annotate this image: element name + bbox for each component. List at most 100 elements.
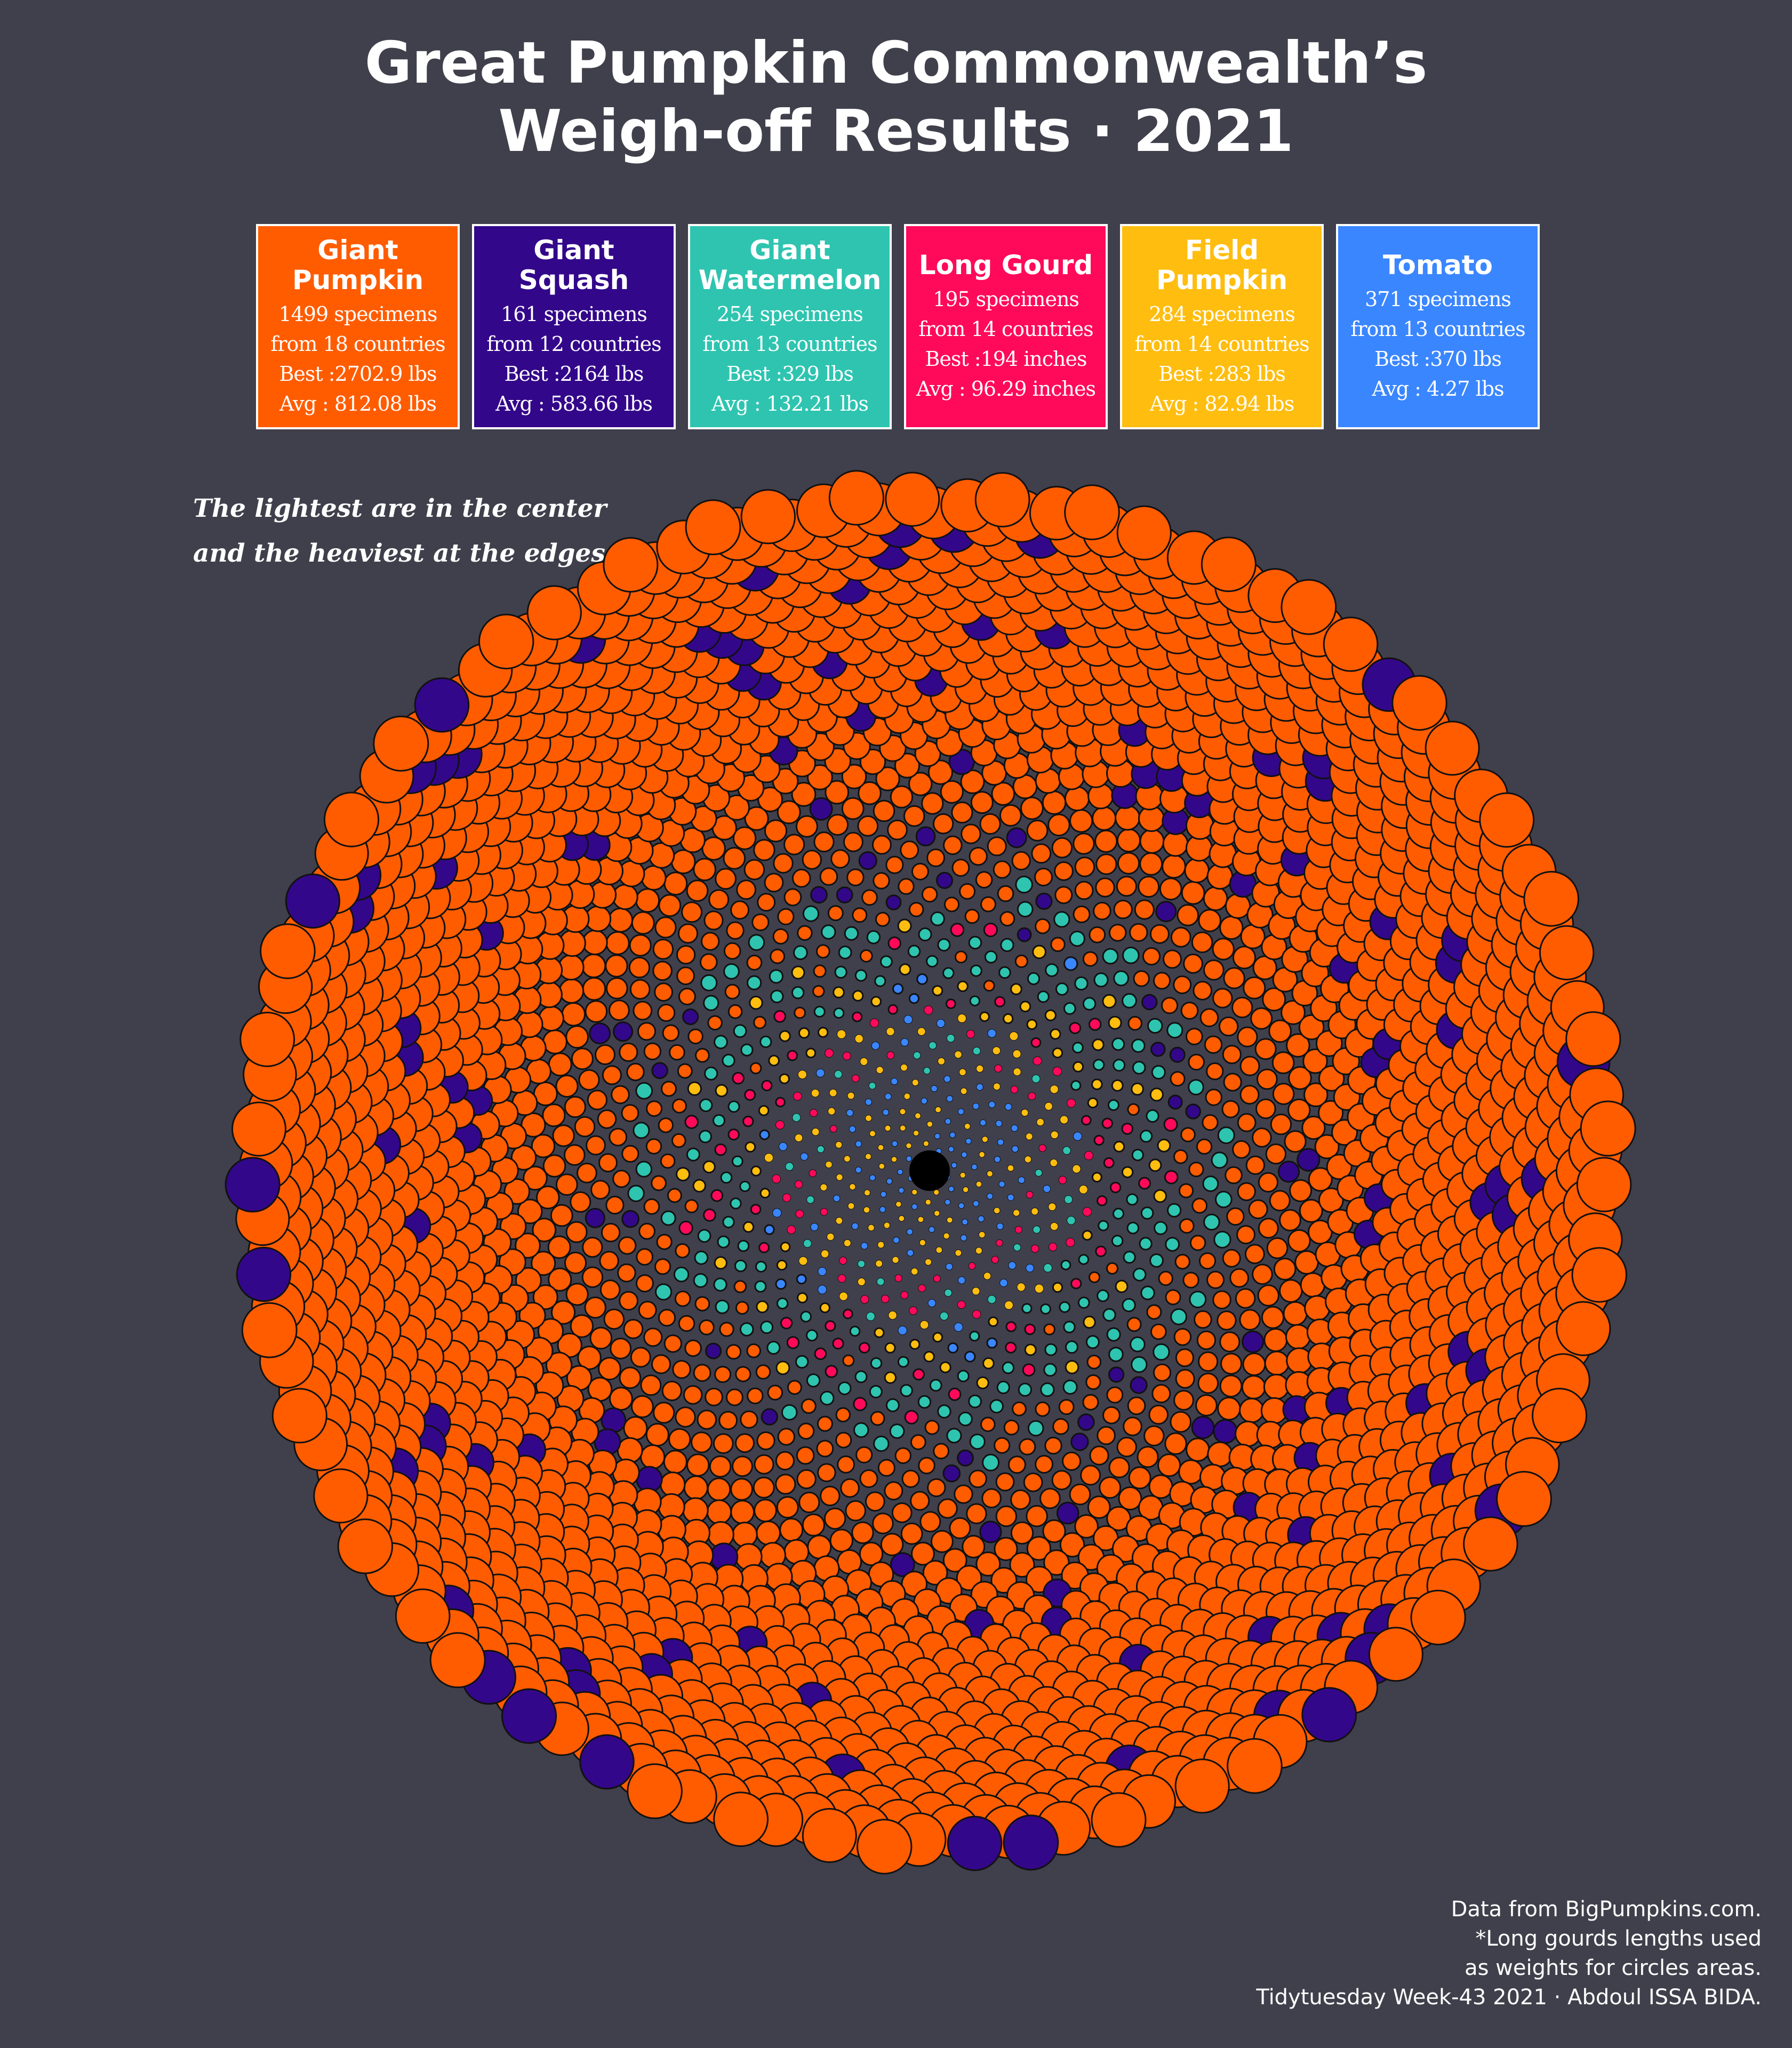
specimen-circle [619, 1366, 642, 1389]
specimen-circle [978, 1215, 985, 1222]
specimen-circle [652, 939, 674, 960]
specimen-circle [1074, 881, 1094, 900]
specimen-circle [791, 986, 805, 999]
specimen-circle [699, 1098, 713, 1113]
specimen-circle [992, 1046, 1001, 1055]
specimen-circle [631, 911, 655, 935]
specimen-circle [1198, 1252, 1217, 1270]
specimen-circle [1106, 1327, 1121, 1342]
specimen-circle [658, 1309, 676, 1327]
specimen-circle [1010, 1521, 1034, 1545]
specimen-circle [582, 977, 606, 1001]
specimen-circle [1077, 1297, 1090, 1309]
specimen-circle [1279, 1209, 1301, 1231]
specimen-circle [1212, 988, 1233, 1009]
specimen-circle [1153, 972, 1171, 990]
specimen-circle [987, 836, 1007, 857]
legend-card-specimens: 161 specimens [501, 302, 647, 326]
specimen-circle [972, 1287, 980, 1295]
specimen-circle [1069, 931, 1085, 947]
specimen-circle [884, 1125, 891, 1132]
specimen-circle [957, 1108, 964, 1115]
specimen-circle [942, 967, 955, 979]
specimen-circle [828, 470, 885, 526]
specimen-circle [1182, 1271, 1199, 1289]
specimen-circle [603, 537, 659, 593]
specimen-circle [1225, 893, 1251, 919]
specimen-circle [759, 1035, 772, 1049]
specimen-circle [736, 879, 756, 900]
specimen-circle [1058, 1399, 1075, 1415]
specimen-circle [918, 1457, 935, 1475]
specimen-circle [584, 1297, 606, 1319]
specimen-circle [550, 1204, 573, 1227]
specimen-circle [964, 1123, 971, 1130]
specimen-circle [542, 1154, 566, 1178]
specimen-circle [794, 1180, 803, 1189]
specimen-circle [779, 1030, 791, 1042]
specimen-circle [825, 1365, 838, 1378]
specimen-circle [890, 1552, 915, 1577]
specimen-circle [929, 1041, 937, 1050]
specimen-circle [844, 926, 859, 941]
specimen-circle [994, 1537, 1018, 1561]
specimen-circle [885, 894, 902, 910]
specimen-circle [986, 1170, 993, 1177]
specimen-circle [816, 1068, 825, 1078]
specimen-circle [1011, 851, 1031, 871]
specimen-circle [886, 1027, 895, 1036]
legend-card-avg: Avg : 812.08 lbs [279, 391, 437, 415]
specimen-circle [1281, 579, 1337, 635]
specimen-circle [857, 815, 879, 837]
specimen-circle [1035, 918, 1051, 934]
specimen-circle [937, 938, 951, 952]
specimen-circle [899, 963, 911, 976]
specimen-circle [613, 1021, 634, 1042]
specimen-circle [957, 1300, 966, 1309]
specimen-circle [654, 916, 677, 939]
specimen-circle [1167, 1094, 1183, 1110]
specimen-circle [793, 945, 808, 961]
specimen-circle [1220, 1353, 1242, 1375]
specimen-circle [874, 1327, 885, 1338]
specimen-circle [796, 1469, 817, 1490]
specimen-circle [749, 1062, 762, 1075]
specimen-circle [793, 1092, 802, 1101]
specimen-circle [760, 1321, 774, 1334]
specimen-circle [894, 1447, 912, 1465]
specimen-circle [1166, 1022, 1183, 1039]
specimen-circle [914, 1113, 921, 1119]
specimen-circle [1142, 947, 1161, 966]
specimen-circle [908, 772, 933, 796]
specimen-circle [1326, 1154, 1353, 1180]
specimen-circle [1258, 1172, 1278, 1193]
specimen-circle [810, 1223, 819, 1231]
specimen-circle [547, 1235, 571, 1259]
specimen-circle [806, 1329, 818, 1342]
specimen-circle [852, 907, 868, 923]
specimen-circle [646, 1100, 663, 1117]
specimen-circle [1084, 1151, 1094, 1161]
specimen-circle [1277, 1161, 1300, 1183]
specimen-circle [1035, 892, 1053, 910]
specimen-circle [1198, 1351, 1219, 1372]
specimen-circle [1237, 1026, 1258, 1047]
specimen-circle [954, 1051, 962, 1059]
specimen-circle [854, 1034, 863, 1043]
specimen-circle [1108, 1015, 1122, 1030]
specimen-circle [1163, 949, 1182, 969]
specimen-circle [981, 1488, 1002, 1508]
specimen-circle [836, 1173, 843, 1181]
specimen-circle [1122, 1298, 1136, 1313]
specimen-circle [837, 1274, 846, 1283]
specimen-circle [843, 831, 863, 852]
specimen-circle [1264, 1350, 1290, 1376]
specimen-circle [844, 1155, 851, 1163]
specimen-circle [910, 1434, 926, 1450]
specimen-circle [997, 1139, 1004, 1146]
specimen-circle [1189, 1235, 1206, 1251]
specimen-circle [1122, 947, 1140, 964]
specimen-circle [1024, 1343, 1037, 1356]
specimen-circle [1072, 1042, 1084, 1054]
specimen-circle [662, 1024, 680, 1042]
